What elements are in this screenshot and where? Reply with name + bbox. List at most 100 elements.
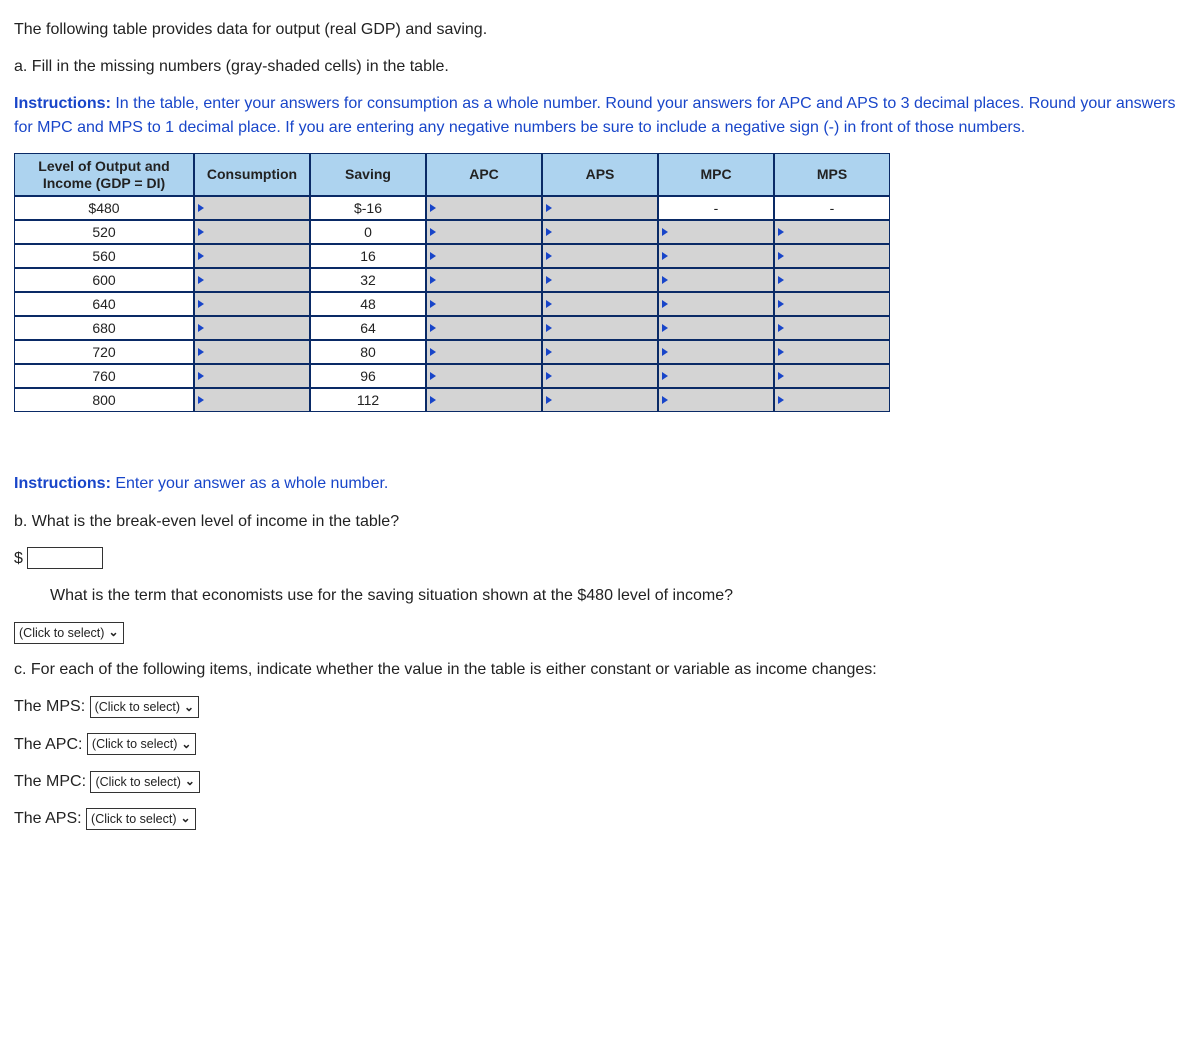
cell-mpc[interactable] [658, 244, 774, 268]
cell-consumption[interactable] [194, 364, 310, 388]
cell-aps[interactable] [542, 244, 658, 268]
cell-apc[interactable] [426, 196, 542, 220]
cell-mps[interactable] [774, 340, 890, 364]
cell-apc[interactable] [426, 292, 542, 316]
cell-mpc[interactable] [658, 340, 774, 364]
cell-mpc: - [658, 196, 774, 220]
th-level: Level of Output and Income (GDP = DI) [14, 153, 194, 197]
cell-mps[interactable] [774, 268, 890, 292]
cell-saving: 64 [310, 316, 426, 340]
instructions-1: Instructions: In the table, enter your a… [14, 92, 1186, 138]
part-c-select[interactable]: (Click to select)⌄ [86, 808, 196, 830]
cell-apc[interactable] [426, 316, 542, 340]
cell-aps[interactable] [542, 316, 658, 340]
chevron-down-icon: ⌄ [181, 736, 191, 753]
part-c-select-label: (Click to select) [95, 773, 180, 791]
part-c-label: The MPS: [14, 698, 90, 715]
cell-consumption[interactable] [194, 340, 310, 364]
cell-apc[interactable] [426, 340, 542, 364]
part-c-select[interactable]: (Click to select)⌄ [87, 733, 197, 755]
table-row: 600 32 [14, 268, 890, 292]
cell-saving: 96 [310, 364, 426, 388]
chevron-down-icon: ⌄ [185, 773, 195, 790]
th-mpc: MPC [658, 153, 774, 197]
cell-aps[interactable] [542, 388, 658, 412]
cell-aps[interactable] [542, 364, 658, 388]
cell-mpc[interactable] [658, 316, 774, 340]
cell-level: 800 [14, 388, 194, 412]
break-even-input[interactable] [27, 547, 103, 569]
chevron-down-icon: ⌄ [108, 624, 118, 641]
cell-saving: 80 [310, 340, 426, 364]
part-c-item: The APC: (Click to select)⌄ [14, 733, 1186, 756]
term-select[interactable]: (Click to select) ⌄ [14, 622, 124, 644]
part-c-item: The APS: (Click to select)⌄ [14, 807, 1186, 830]
cell-level: 520 [14, 220, 194, 244]
cell-saving: 32 [310, 268, 426, 292]
part-c-select[interactable]: (Click to select) ⌄ [90, 771, 200, 793]
cell-aps[interactable] [542, 340, 658, 364]
cell-mpc[interactable] [658, 268, 774, 292]
cell-mps[interactable] [774, 316, 890, 340]
cell-mps[interactable] [774, 364, 890, 388]
cell-mps[interactable] [774, 388, 890, 412]
cell-consumption[interactable] [194, 316, 310, 340]
cell-level: 720 [14, 340, 194, 364]
cell-saving: 0 [310, 220, 426, 244]
th-consumption: Consumption [194, 153, 310, 197]
cell-mps[interactable] [774, 220, 890, 244]
intro-text-1: The following table provides data for ou… [14, 18, 1186, 41]
table-row: 680 64 [14, 316, 890, 340]
cell-mpc[interactable] [658, 220, 774, 244]
table-row: $480$-16-- [14, 196, 890, 220]
table-row: 800112 [14, 388, 890, 412]
term-select-label: (Click to select) [19, 624, 104, 642]
cell-level: 760 [14, 364, 194, 388]
cell-aps[interactable] [542, 292, 658, 316]
cell-consumption[interactable] [194, 244, 310, 268]
part-b-question: b. What is the break-even level of incom… [14, 510, 1186, 533]
part-c-select[interactable]: (Click to select)⌄ [90, 696, 200, 718]
cell-mps[interactable] [774, 292, 890, 316]
cell-apc[interactable] [426, 220, 542, 244]
instructions-label: Instructions: [14, 95, 111, 112]
currency-symbol: $ [14, 550, 23, 567]
part-c-select-label: (Click to select) [92, 735, 177, 753]
cell-consumption[interactable] [194, 292, 310, 316]
cell-apc[interactable] [426, 388, 542, 412]
cell-consumption[interactable] [194, 196, 310, 220]
part-c-select-label: (Click to select) [91, 810, 176, 828]
cell-mpc[interactable] [658, 364, 774, 388]
part-b-term-question: What is the term that economists use for… [50, 584, 1186, 607]
th-mps: MPS [774, 153, 890, 197]
part-c-item: The MPS: (Click to select)⌄ [14, 695, 1186, 718]
th-aps: APS [542, 153, 658, 197]
cell-apc[interactable] [426, 364, 542, 388]
part-c-label: The MPC: [14, 773, 90, 790]
cell-aps[interactable] [542, 196, 658, 220]
cell-aps[interactable] [542, 220, 658, 244]
cell-consumption[interactable] [194, 268, 310, 292]
cell-mps[interactable] [774, 244, 890, 268]
table-row: 520 0 [14, 220, 890, 244]
cell-level: 600 [14, 268, 194, 292]
cell-saving: $-16 [310, 196, 426, 220]
cell-apc[interactable] [426, 268, 542, 292]
instructions-2: Instructions: Enter your answer as a who… [14, 472, 1186, 495]
cell-consumption[interactable] [194, 388, 310, 412]
cell-saving: 16 [310, 244, 426, 268]
table-row: 64048 [14, 292, 890, 316]
cell-aps[interactable] [542, 268, 658, 292]
cell-mpc[interactable] [658, 292, 774, 316]
part-b-answer-row: $ [14, 547, 1186, 570]
cell-consumption[interactable] [194, 220, 310, 244]
table-row: 760 96 [14, 364, 890, 388]
cell-mpc[interactable] [658, 388, 774, 412]
table-row: 56016 [14, 244, 890, 268]
cell-level: 680 [14, 316, 194, 340]
cell-level: 640 [14, 292, 194, 316]
chevron-down-icon: ⌄ [184, 699, 194, 716]
part-c-label: The APC: [14, 736, 87, 753]
intro-text-2: a. Fill in the missing numbers (gray-sha… [14, 55, 1186, 78]
cell-apc[interactable] [426, 244, 542, 268]
